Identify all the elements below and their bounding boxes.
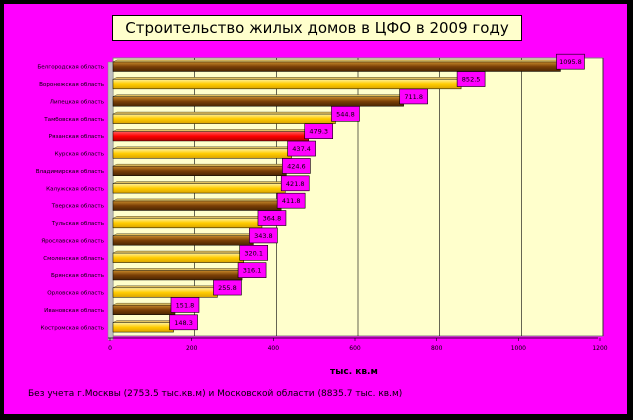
bar-top-face (112, 216, 267, 219)
value-label-box (282, 158, 311, 174)
category-label: Тверская область (51, 204, 104, 210)
bar (112, 252, 244, 263)
bar-top-face (112, 285, 222, 288)
bar (112, 61, 561, 72)
value-label: 255.8 (218, 284, 237, 292)
bar-top-face (112, 303, 180, 306)
x-tick-label: 400 (268, 345, 280, 352)
bar-top-face (112, 250, 248, 254)
bar (112, 131, 309, 142)
value-label-box (249, 227, 278, 244)
bar-top-face (112, 111, 340, 115)
bar-top-face (112, 77, 466, 80)
bar (112, 200, 282, 211)
category-label: Рязанская область (49, 134, 104, 140)
value-label: 320.1 (244, 249, 263, 257)
value-label: 544.8 (336, 110, 355, 118)
value-label-box (276, 192, 306, 209)
category-label: Воронежская область (39, 82, 104, 88)
value-label: 411.8 (282, 197, 301, 205)
category-label: Владимирская область (36, 169, 104, 175)
category-label: Брянская область (51, 273, 104, 279)
value-label: 1095.8 (559, 58, 582, 66)
bar (112, 287, 218, 298)
value-label-box (280, 175, 310, 192)
x-tick-label: 0 (108, 345, 112, 352)
category-label: Орловская область (47, 291, 104, 297)
value-label-box (169, 314, 198, 331)
category-label: Калужская область (46, 186, 104, 192)
value-label-box (331, 106, 360, 122)
value-label-box (556, 53, 585, 70)
category-label: Смоленская область (43, 256, 104, 262)
bar (112, 148, 292, 159)
bar (112, 113, 336, 124)
value-label-box (237, 262, 267, 278)
bar (112, 218, 263, 229)
value-label-box (287, 140, 316, 157)
value-label: 852.5 (462, 76, 481, 84)
bar (112, 183, 286, 194)
bar-top-face (112, 146, 296, 149)
value-label: 316.1 (243, 267, 262, 275)
value-label-box (399, 88, 428, 105)
bar (112, 165, 287, 176)
bar-top-face (112, 233, 258, 236)
chart-title: Строительство жилых домов в ЦФО в 2009 г… (125, 19, 509, 37)
x-tick-label: 600 (349, 345, 361, 352)
value-label: 421.8 (286, 180, 305, 188)
value-label: 437.4 (292, 145, 311, 153)
category-label: Ярославская область (41, 238, 104, 244)
x-tick-label: 1200 (592, 345, 607, 352)
category-label: Тульская область (51, 221, 104, 227)
value-label-box (304, 123, 334, 139)
bar (112, 79, 462, 90)
bar (112, 235, 254, 246)
x-tick-label: 800 (431, 345, 443, 352)
value-label-box (456, 71, 486, 87)
bar-top-face (112, 198, 286, 202)
bar (112, 304, 176, 315)
bar-top-face (112, 320, 178, 323)
x-tick-label: 1000 (511, 345, 526, 352)
category-label: Ивановская область (44, 308, 104, 314)
footnote: Без учета г.Москвы (2753.5 тыс.кв.м) и М… (28, 389, 403, 399)
bar (112, 96, 404, 107)
x-tick-label: 200 (186, 345, 198, 352)
bar-top-face (112, 268, 247, 271)
bar (112, 322, 174, 333)
category-label: Тамбовская область (43, 117, 104, 123)
value-label: 151.8 (176, 301, 195, 309)
value-label: 343.8 (254, 232, 273, 240)
bar-top-face (112, 164, 291, 167)
bar (112, 270, 243, 281)
bar-top-face (112, 59, 565, 63)
category-label: Костромская область (41, 325, 104, 331)
category-label: Липецкая область (50, 99, 104, 105)
x-axis-label: тыс. кв.м (330, 367, 378, 377)
category-label: Курская область (55, 152, 104, 158)
bar-top-face (112, 129, 313, 132)
value-label: 424.6 (287, 162, 306, 170)
plot-side-wall (107, 61, 114, 341)
category-label: Белгородская область (37, 65, 104, 71)
value-label: 364.8 (263, 215, 282, 223)
value-label: 479.3 (309, 128, 328, 136)
value-label: 148.3 (174, 319, 193, 327)
value-label-box (213, 279, 242, 296)
value-label-box (170, 297, 200, 313)
value-label-box (257, 210, 287, 226)
bar-top-face (112, 181, 290, 184)
chart-title-box: Строительство жилых домов в ЦФО в 2009 г… (112, 15, 522, 41)
value-label-box (239, 245, 269, 261)
bar-top-face (112, 94, 408, 97)
value-label: 711.8 (404, 93, 423, 101)
